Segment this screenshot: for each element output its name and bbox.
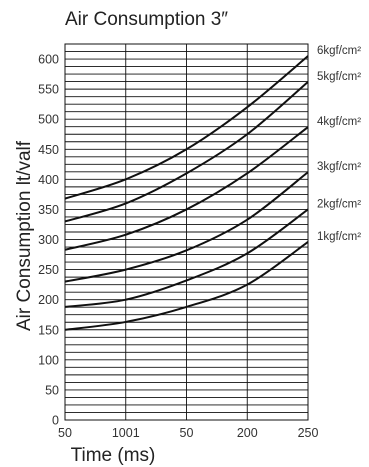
series-label: 1kgf/cm² [317,231,361,243]
x-axis-title: Time (ms) [71,445,156,466]
y-tick-label: 250 [38,263,59,277]
y-axis-ticks: 0 50 100 150 200 250 300 350 400 450 500 550 600 [38,53,59,428]
x-tick-label: 200 [237,426,258,440]
x-axis-ticks: 50 1001 50 200 250 [58,426,318,440]
y-tick-label: 150 [38,323,59,337]
y-tick-label: 500 [38,113,59,127]
series-line [64,171,309,283]
series-labels: 6kgf/cm² 5kgf/cm² 4kgf/cm² 3kgf/cm² 2kgf/cm²… [317,45,361,243]
grid [64,43,309,421]
y-tick-label: 550 [38,83,59,97]
y-tick-label: 350 [38,203,59,217]
series-line [64,126,309,251]
y-tick-label: 0 [52,414,59,428]
series-label: 3kgf/cm² [317,161,361,173]
y-tick-label: 50 [45,383,59,397]
y-tick-label: 400 [38,173,59,187]
series-label: 6kgf/cm² [317,45,361,57]
y-tick-label: 100 [38,353,59,367]
chart-title: Air Consumption 3″ [65,9,228,30]
y-axis-title: Air Consumption lt/valf [14,140,35,331]
series-line [64,241,309,331]
y-tick-label: 300 [38,233,59,247]
y-tick-label: 600 [38,53,59,67]
series-label: 5kgf/cm² [317,71,361,83]
series-label: 4kgf/cm² [317,116,361,128]
x-tick-label: 50 [58,426,72,440]
series-line [64,55,309,200]
x-tick-label: 250 [298,426,319,440]
series-line [64,208,309,308]
y-tick-label: 200 [38,293,59,307]
series-line [64,81,309,223]
series-lines [64,55,309,331]
y-tick-label: 450 [38,143,59,157]
x-tick-label: 1001 [112,426,140,440]
plot-frame [64,43,309,421]
series-label: 2kgf/cm² [317,198,361,210]
x-tick-label: 50 [180,426,194,440]
